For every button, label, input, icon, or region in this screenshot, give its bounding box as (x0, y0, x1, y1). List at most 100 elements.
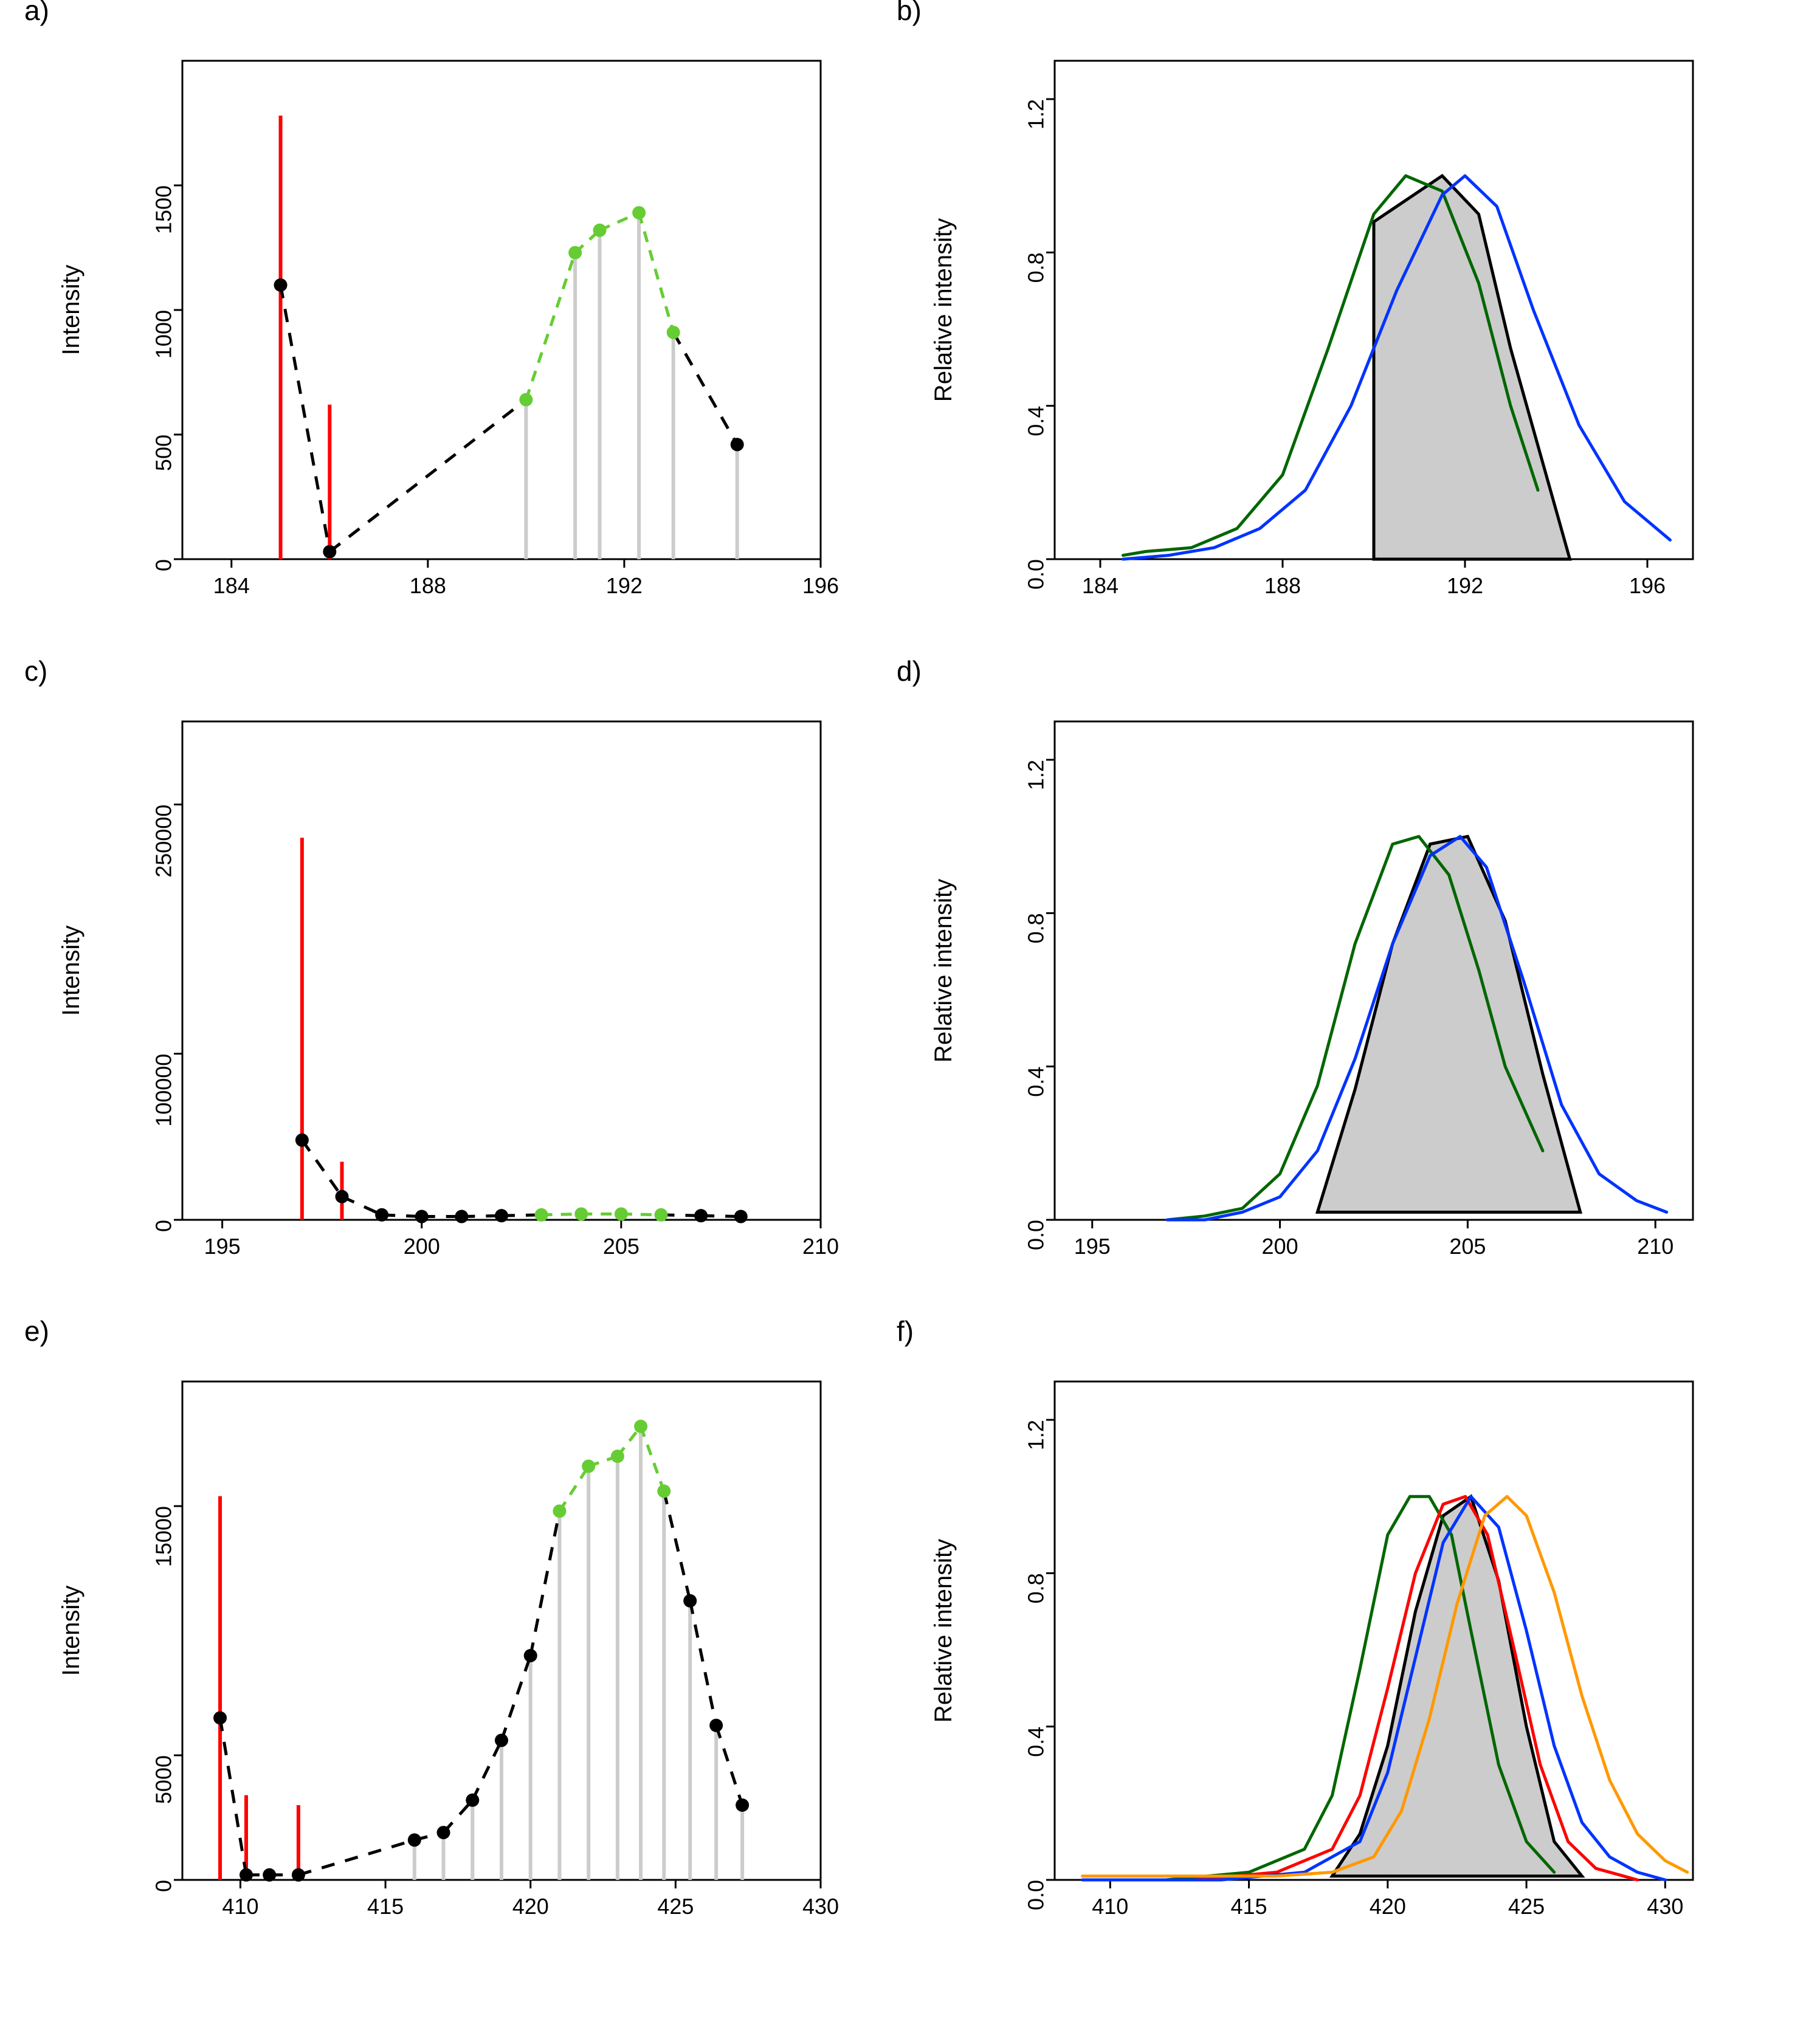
y-axis-label: Intensity (58, 1586, 84, 1676)
chart-area: 410 415 420 425 430 0 5000 15000 Intensity (24, 1345, 854, 1953)
xtick-label: 188 (410, 573, 446, 598)
data-point (519, 393, 532, 407)
chart-area: 184188192196050010001500Intensity (24, 24, 854, 632)
data-point (455, 1210, 468, 1223)
panel-letter: e) (24, 1315, 49, 1347)
data-point (295, 1133, 309, 1146)
data-point (553, 1505, 566, 1518)
data-point (667, 326, 680, 339)
ytick-label: 500 (151, 435, 176, 471)
data-point (292, 1868, 305, 1882)
panel-a: a)184188192196050010001500Intensity (24, 24, 854, 649)
data-point (240, 1868, 253, 1882)
xtick-label: 188 (1264, 573, 1301, 598)
xtick-label: 210 (1637, 1234, 1673, 1259)
xtick-label: 410 (222, 1894, 258, 1919)
xtick-label: 420 (1370, 1894, 1406, 1919)
y-axis-label: Relative intensity (930, 878, 957, 1062)
xtick-label: 184 (1082, 573, 1118, 598)
ytick-label: 15000 (151, 1506, 176, 1567)
data-point (415, 1210, 429, 1223)
xtick-label: 200 (1262, 1234, 1298, 1259)
data-point (582, 1460, 595, 1473)
xtick-label: 192 (1447, 573, 1483, 598)
data-point (213, 1712, 227, 1725)
panel-letter: d) (897, 655, 922, 687)
xtick-label: 415 (1231, 1894, 1267, 1919)
ytick-label: 0 (151, 1880, 176, 1892)
data-point (611, 1450, 624, 1463)
data-point (731, 438, 744, 451)
panel-c: c)1952002052100100000250000Intensity (24, 685, 854, 1309)
data-point (336, 1189, 349, 1203)
ytick-label: 0.4 (1024, 1066, 1049, 1096)
xtick-label: 425 (1508, 1894, 1545, 1919)
chart-area: 1952002052100.00.40.81.2Relative intensi… (897, 685, 1726, 1293)
data-point (466, 1794, 479, 1807)
ytick-label: 1.2 (1024, 760, 1049, 790)
xtick-label: 184 (213, 573, 250, 598)
xtick-label: 430 (1647, 1894, 1683, 1919)
xtick-label: 196 (1629, 573, 1666, 598)
chart-area: 184 188 192 196 0.0 0.4 0.8 1.2 Relative intensi… (897, 24, 1726, 632)
ytick-label: 250000 (151, 804, 176, 877)
ytick-label: 0.4 (1024, 406, 1049, 436)
data-point (593, 224, 607, 237)
chart-area: 4104154204254300.00.40.81.2Relative inte… (897, 1345, 1726, 1953)
y-axis-label: Relative intensity (930, 218, 957, 402)
data-point (683, 1594, 697, 1608)
data-point (694, 1209, 708, 1222)
panel-d: d)1952002052100.00.40.81.2Relative inten… (897, 685, 1726, 1309)
y-axis-label: Intensity (58, 925, 84, 1016)
ytick-label: 1.2 (1024, 99, 1049, 129)
ytick-label: 5000 (151, 1755, 176, 1804)
data-point (437, 1826, 450, 1839)
xtick-label: 195 (1074, 1234, 1111, 1259)
xtick-label: 415 (367, 1894, 404, 1919)
data-point (274, 278, 288, 292)
data-point (323, 545, 336, 559)
panel-f: f)4104154204254300.00.40.81.2Relative in… (897, 1345, 1726, 1969)
ytick-label: 0.8 (1024, 913, 1049, 943)
panel-letter: f) (897, 1315, 914, 1347)
ytick-label: 0.8 (1024, 252, 1049, 283)
data-point (375, 1208, 388, 1221)
ytick-label: 1500 (151, 185, 176, 234)
xtick-label: 420 (512, 1894, 549, 1919)
xtick-label: 410 (1092, 1894, 1128, 1919)
xtick-label: 192 (606, 573, 643, 598)
xtick-label: 200 (404, 1234, 440, 1259)
y-axis-label: Intensity (58, 265, 84, 356)
panel-letter: b) (897, 0, 922, 27)
data-point (632, 206, 646, 219)
data-point (495, 1734, 508, 1747)
xtick-label: 430 (802, 1894, 839, 1919)
data-point (655, 1208, 668, 1221)
y-axis-label: Relative intensity (930, 1539, 957, 1722)
ytick-label: 0.0 (1024, 1220, 1049, 1250)
data-point (535, 1208, 548, 1221)
ytick-label: 0.8 (1024, 1574, 1049, 1604)
panel-letter: c) (24, 655, 47, 687)
ytick-label: 0 (151, 1220, 176, 1232)
data-point (615, 1207, 628, 1220)
data-point (568, 246, 582, 260)
xtick-label: 205 (603, 1234, 639, 1259)
xtick-label: 425 (657, 1894, 694, 1919)
ytick-label: 1000 (151, 310, 176, 359)
ytick-label: 1.2 (1024, 1420, 1049, 1450)
panel-b: b)1841881921960.00.40.81.2Relative inten… (897, 24, 1726, 649)
data-point (263, 1868, 276, 1882)
ytick-label: 0.0 (1024, 559, 1049, 590)
xtick-label: 195 (204, 1234, 241, 1259)
xtick-label: 210 (802, 1234, 839, 1259)
data-point (495, 1209, 508, 1222)
data-point (408, 1834, 421, 1847)
panel-letter: a) (24, 0, 49, 27)
data-point (574, 1207, 588, 1220)
data-point (524, 1649, 537, 1662)
ytick-label: 100000 (151, 1053, 176, 1126)
ytick-label: 0.4 (1024, 1727, 1049, 1757)
xtick-label: 196 (802, 573, 839, 598)
panel-e: e)4104154204254300500015000Intensity (24, 1345, 854, 1969)
